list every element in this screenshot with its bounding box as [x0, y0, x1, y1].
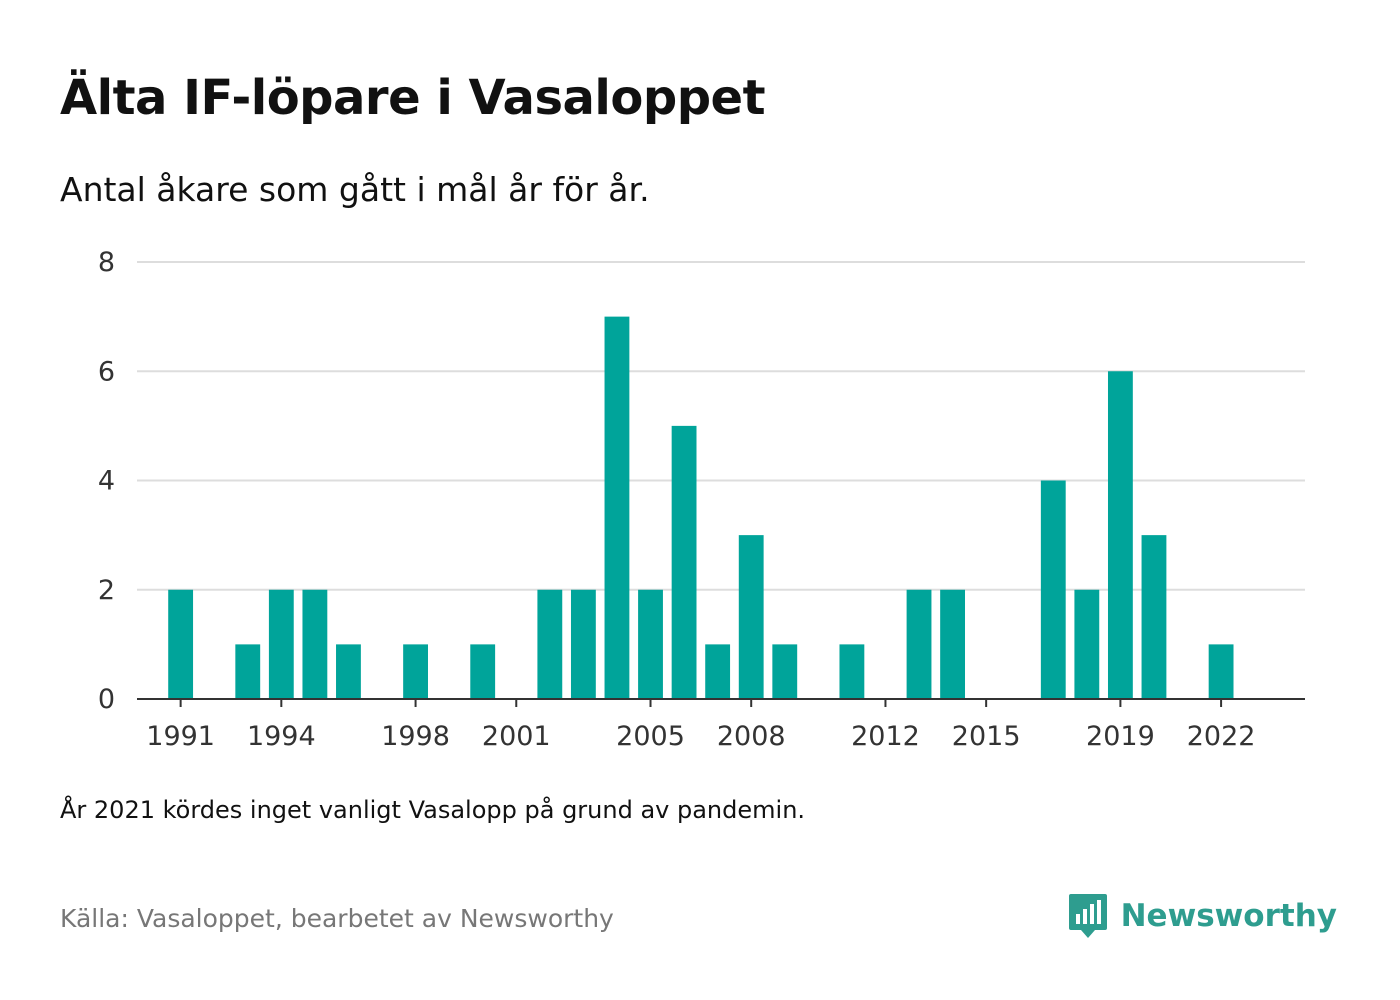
x-tick-label: 2022 — [1187, 721, 1256, 752]
bar — [604, 316, 630, 699]
y-tick-label: 0 — [98, 684, 115, 715]
chart-title: Älta IF-löpare i Vasaloppet — [60, 70, 766, 126]
y-tick-label: 8 — [98, 247, 115, 278]
y-tick-label: 4 — [98, 466, 115, 497]
axes: 0 2 4 6 8 1991 1994 1998 2001 2005 2008 2012 2015 201… — [98, 247, 1305, 752]
x-tick-label: 2012 — [851, 721, 920, 752]
bars — [168, 316, 1234, 699]
x-tick-label: 2005 — [616, 721, 685, 752]
bar — [671, 425, 697, 699]
x-tick-label: 2019 — [1086, 721, 1155, 752]
bar — [1208, 644, 1234, 699]
x-tick-label: 2015 — [952, 721, 1021, 752]
bar — [235, 644, 261, 699]
bar — [470, 644, 496, 699]
bar — [302, 589, 328, 699]
bar — [940, 589, 966, 699]
bar — [570, 589, 596, 699]
source-credit: Källa: Vasaloppet, bearbetet av Newswort… — [60, 904, 614, 933]
bar — [1074, 589, 1100, 699]
bar — [1141, 535, 1167, 699]
x-tick-label: 2008 — [717, 721, 786, 752]
bar — [906, 589, 932, 699]
x-tick-label: 1994 — [247, 721, 316, 752]
bar — [1040, 480, 1066, 699]
chart-note: År 2021 kördes inget vanligt Vasalopp på… — [60, 796, 806, 824]
bar — [336, 644, 361, 699]
brand-name: Newsworthy — [1120, 898, 1337, 934]
x-tick-label: 2001 — [482, 721, 551, 752]
bar-chart: 0 2 4 6 8 1991 1994 1998 2001 2005 2008 2012 2015 201… — [98, 247, 1305, 752]
bar — [705, 644, 731, 699]
x-tick-label: 1991 — [146, 721, 215, 752]
bar — [772, 644, 798, 699]
chart-subtitle: Antal åkare som gått i mål år för år. — [60, 170, 650, 209]
bar — [403, 644, 428, 699]
bar — [268, 589, 294, 699]
x-tick-label: 1998 — [381, 721, 450, 752]
y-tick-label: 6 — [98, 356, 115, 387]
bar — [1107, 371, 1133, 699]
bar — [839, 644, 865, 699]
bar — [738, 535, 764, 699]
newsworthy-bar-chart-icon — [1068, 894, 1107, 938]
bar — [537, 589, 563, 699]
newsworthy-logo[interactable]: Newsworthy — [1067, 892, 1337, 940]
bar — [168, 589, 194, 699]
bar — [638, 589, 663, 699]
y-tick-label: 2 — [98, 575, 115, 606]
